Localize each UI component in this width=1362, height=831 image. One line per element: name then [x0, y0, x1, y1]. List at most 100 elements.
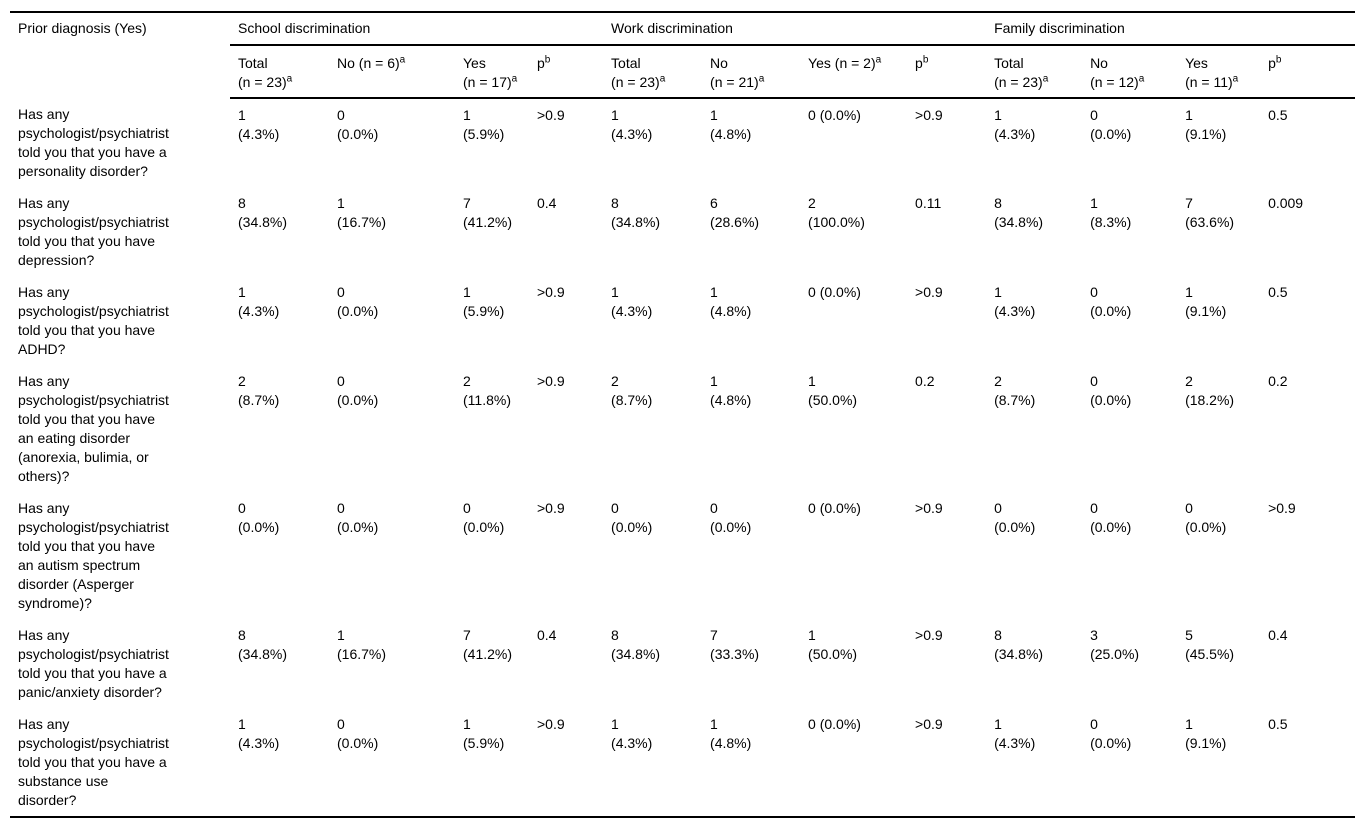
p-value-cell: 0.5: [1268, 716, 1288, 732]
count-percent-cell: 0 (0.0%): [1185, 500, 1227, 535]
group-header-school: School discrimination: [230, 12, 604, 46]
count-percent-cell: 1 (5.9%): [463, 716, 505, 751]
col-header-family-p: pb: [1260, 45, 1356, 99]
count-percent-cell: 1 (4.3%): [238, 284, 280, 319]
col-header-text: Total (n = 23): [994, 55, 1043, 90]
count-percent-cell: 8 (34.8%): [994, 195, 1044, 230]
count-percent-cell: 0 (0.0%): [808, 107, 861, 123]
row-question: Has any psychologist/psychiatrist told y…: [18, 500, 169, 611]
footnote-marker: b: [922, 54, 929, 66]
row-question: Has any psychologist/psychiatrist told y…: [18, 716, 169, 808]
count-percent-cell: 0 (0.0%): [337, 284, 379, 319]
p-value-cell: 0.4: [537, 195, 557, 211]
count-percent-cell: 1 (4.8%): [710, 284, 752, 319]
group-header-row: Prior diagnosis (Yes) School discriminat…: [10, 12, 1356, 46]
count-percent-cell: 1 (9.1%): [1185, 716, 1227, 751]
footnote-marker: a: [1042, 73, 1049, 85]
count-percent-cell: 8 (34.8%): [994, 627, 1044, 662]
col-header-text: p: [537, 55, 545, 71]
footnote-marker: a: [399, 54, 406, 66]
col-header-school-yes: Yes (n = 17)a: [455, 45, 529, 99]
col-header-text: No (n = 6): [337, 55, 400, 71]
footnote-marker: a: [875, 54, 882, 66]
count-percent-cell: 2 (100.0%): [808, 195, 865, 230]
p-value-cell: >0.9: [537, 500, 565, 516]
p-value-cell: >0.9: [1268, 500, 1296, 516]
row-question: Has any psychologist/psychiatrist told y…: [18, 284, 169, 357]
count-percent-cell: 1 (50.0%): [808, 627, 858, 662]
count-percent-cell: 2 (8.7%): [994, 373, 1036, 408]
count-percent-cell: 0 (0.0%): [808, 284, 861, 300]
footnote-marker: a: [511, 73, 518, 85]
count-percent-cell: 0 (0.0%): [337, 373, 379, 408]
footnote-marker: a: [1232, 73, 1239, 85]
table-row: Has any psychologist/psychiatrist told y…: [10, 98, 1355, 187]
count-percent-cell: 1 (4.3%): [994, 284, 1036, 319]
count-percent-cell: 8 (34.8%): [611, 195, 661, 230]
col-header-text: Yes (n = 2): [808, 55, 876, 71]
count-percent-cell: 7 (41.2%): [463, 195, 513, 230]
p-value-cell: >0.9: [537, 716, 565, 732]
table-row: Has any psychologist/psychiatrist told y…: [10, 708, 1355, 817]
prior-diagnosis-discrimination-table: Prior diagnosis (Yes) School discriminat…: [10, 11, 1356, 818]
row-question: Has any psychologist/psychiatrist told y…: [18, 627, 169, 700]
footnote-marker: a: [286, 73, 293, 85]
count-percent-cell: 1 (9.1%): [1185, 284, 1227, 319]
col-header-work-total: Total (n = 23)a: [603, 45, 703, 99]
col-header-school-total: Total (n = 23)a: [230, 45, 329, 99]
table-row: Has any psychologist/psychiatrist told y…: [10, 276, 1355, 365]
count-percent-cell: 1 (8.3%): [1090, 195, 1132, 230]
count-percent-cell: 5 (45.5%): [1185, 627, 1235, 662]
count-percent-cell: 0 (0.0%): [710, 500, 752, 535]
p-value-cell: 0.11: [915, 195, 942, 211]
count-percent-cell: 8 (34.8%): [238, 195, 288, 230]
row-question: Has any psychologist/psychiatrist told y…: [18, 195, 169, 268]
p-value-cell: >0.9: [537, 373, 565, 389]
p-value-cell: >0.9: [915, 107, 943, 123]
count-percent-cell: 2 (8.7%): [238, 373, 280, 408]
p-value-cell: >0.9: [915, 716, 943, 732]
col-header-work-p: pb: [907, 45, 987, 99]
count-percent-cell: 1 (9.1%): [1185, 107, 1227, 142]
col-header-work-no: No (n = 21)a: [702, 45, 801, 99]
p-value-cell: >0.9: [915, 627, 943, 643]
count-percent-cell: 0 (0.0%): [238, 500, 280, 535]
col-header-text: Yes (n = 17): [463, 55, 512, 90]
count-percent-cell: 1 (4.3%): [238, 107, 280, 142]
count-percent-cell: 1 (50.0%): [808, 373, 858, 408]
count-percent-cell: 6 (28.6%): [710, 195, 760, 230]
footnote-marker: b: [544, 54, 551, 66]
p-value-cell: >0.9: [537, 107, 565, 123]
group-header-family: Family discrimination: [986, 12, 1356, 46]
row-question: Has any psychologist/psychiatrist told y…: [18, 373, 169, 484]
count-percent-cell: 0 (0.0%): [1090, 373, 1132, 408]
col-header-text: No (n = 21): [710, 55, 759, 90]
p-value-cell: >0.9: [915, 284, 943, 300]
count-percent-cell: 1 (4.3%): [611, 284, 653, 319]
count-percent-cell: 0 (0.0%): [463, 500, 505, 535]
count-percent-cell: 2 (11.8%): [463, 373, 511, 408]
col-header-text: Total (n = 23): [238, 55, 287, 90]
p-value-cell: 0.009: [1268, 195, 1304, 211]
count-percent-cell: 2 (8.7%): [611, 373, 653, 408]
footnote-marker: a: [758, 73, 765, 85]
row-header-label: Prior diagnosis (Yes): [18, 20, 147, 36]
count-percent-cell: 1 (4.3%): [611, 716, 653, 751]
count-percent-cell: 7 (41.2%): [463, 627, 513, 662]
count-percent-cell: 8 (34.8%): [611, 627, 661, 662]
table-row: Has any psychologist/psychiatrist told y…: [10, 492, 1355, 619]
col-header-family-yes: Yes (n = 11)a: [1177, 45, 1261, 99]
count-percent-cell: 0 (0.0%): [611, 500, 653, 535]
col-header-text: p: [915, 55, 923, 71]
count-percent-cell: 0 (0.0%): [1090, 500, 1132, 535]
count-percent-cell: 8 (34.8%): [238, 627, 288, 662]
col-header-family-no: No (n = 12)a: [1082, 45, 1178, 99]
count-percent-cell: 0 (0.0%): [1090, 284, 1132, 319]
count-percent-cell: 1 (4.8%): [710, 373, 752, 408]
p-value-cell: >0.9: [915, 500, 943, 516]
p-value-cell: 0.4: [537, 627, 557, 643]
col-header-family-total: Total (n = 23)a: [986, 45, 1083, 99]
p-value-cell: 0.5: [1268, 284, 1288, 300]
count-percent-cell: 0 (0.0%): [994, 500, 1036, 535]
count-percent-cell: 0 (0.0%): [1090, 107, 1132, 142]
